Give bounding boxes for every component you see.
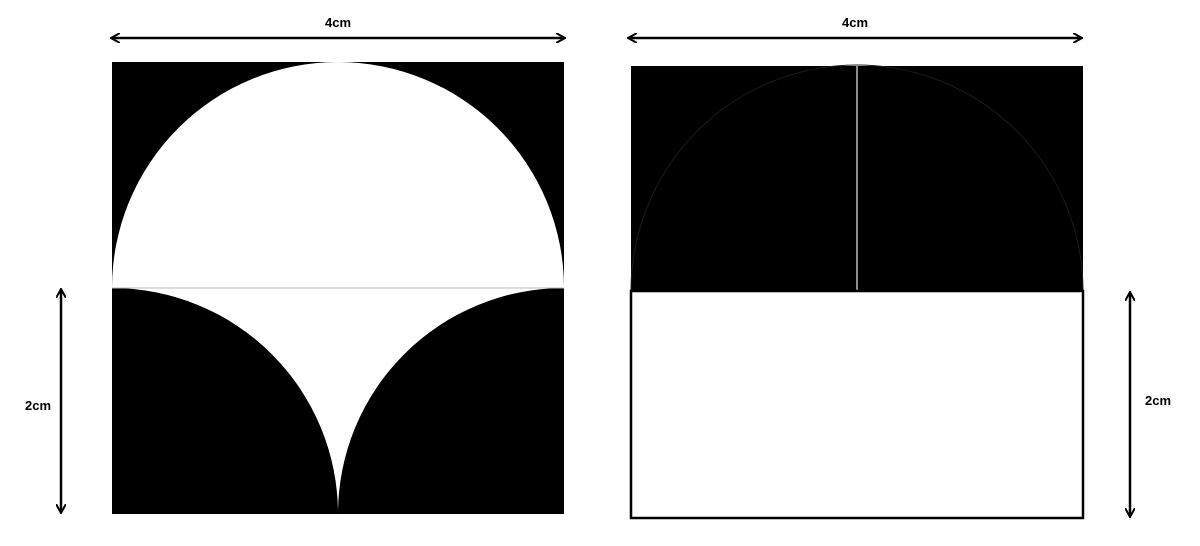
left-width-dimension: 4cm <box>112 15 564 38</box>
left-height-label: 2cm <box>25 398 51 413</box>
right-figure <box>629 64 1085 520</box>
right-height-dimension: 2cm <box>1130 293 1171 516</box>
right-height-label: 2cm <box>1145 393 1171 408</box>
right-width-dimension: 4cm <box>629 15 1081 38</box>
right-width-label: 4cm <box>842 15 868 30</box>
left-width-label: 4cm <box>325 15 351 30</box>
left-height-dimension: 2cm <box>25 290 61 512</box>
left-bottom-white-region <box>112 288 564 514</box>
left-figure <box>112 62 564 514</box>
right-semicircle-outline <box>630 64 1084 292</box>
right-bottom-rectangle <box>629 289 1085 520</box>
left-top-semicircle <box>112 62 564 288</box>
